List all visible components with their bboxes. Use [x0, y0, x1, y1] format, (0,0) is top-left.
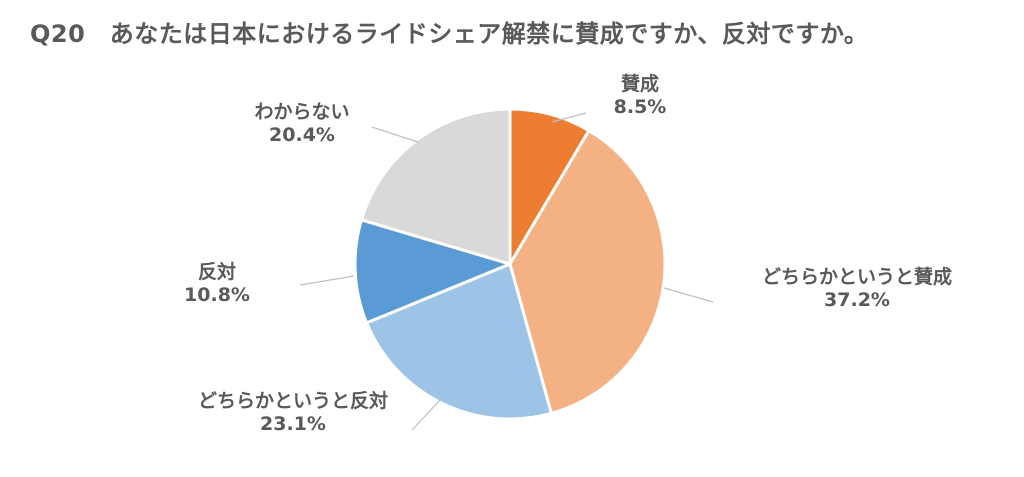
leader-line-1: [551, 112, 587, 123]
slice-category-label-3: どちらかというと反対: [198, 389, 388, 412]
slice-category-label-1: 賛成: [621, 72, 659, 95]
slice-category-label-4: 反対: [198, 260, 236, 283]
chart-title: Q20 あなたは日本におけるライドシェア解禁に賛成ですか、反対ですか。: [30, 20, 869, 48]
pie-slices: [353, 107, 667, 421]
pie-slice-4: [353, 218, 512, 325]
slice-category-label-5: わからない: [254, 101, 349, 123]
slice-category-label-2: どちらかというと賛成: [762, 265, 952, 288]
slice-value-label-4: 10.8%: [184, 284, 250, 306]
slice-value-label-3: 23.1%: [260, 413, 326, 435]
pie-slice-5: [359, 107, 512, 266]
leader-lines: [299, 112, 714, 431]
pie-slice-3: [365, 262, 553, 421]
slice-value-label-5: 20.4%: [269, 124, 335, 146]
slice-value-label-2: 37.2%: [824, 289, 890, 311]
leader-line-2: [663, 287, 714, 303]
leader-line-5: [371, 126, 419, 143]
leader-line-4: [299, 275, 355, 286]
leader-line-3: [411, 397, 443, 431]
slice-value-label-1: 8.5%: [614, 96, 667, 118]
pie-slice-2: [508, 129, 667, 415]
